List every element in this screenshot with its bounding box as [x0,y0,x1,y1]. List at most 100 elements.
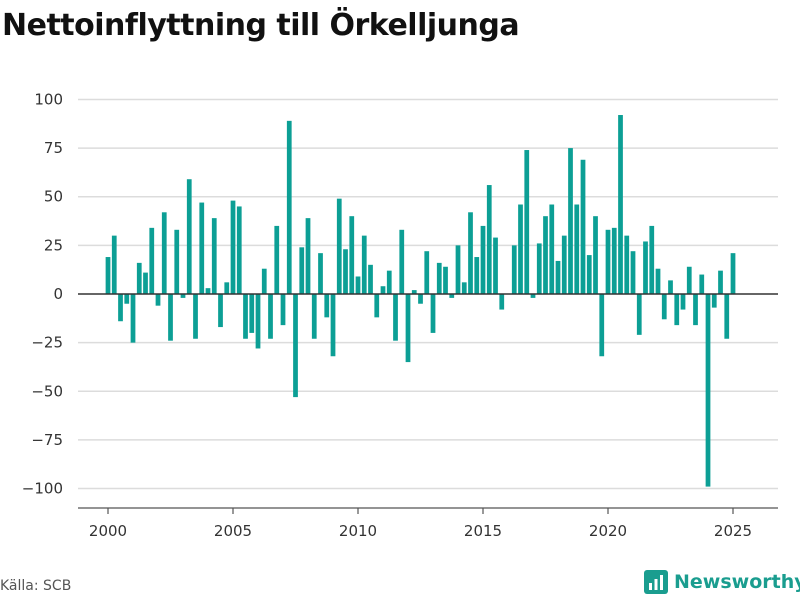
x-tick-label: 2015 [464,522,502,540]
bar [636,294,642,335]
x-tick-label: 2025 [714,522,752,540]
x-tick-label: 2005 [214,522,252,540]
bar [468,212,473,294]
bar [461,282,467,294]
chart-title: Nettoinflyttning till Örkelljunga [2,8,520,43]
x-axis-labels: 2000 2005 2010 2015 2020 2025 [89,522,752,540]
bar [724,294,730,339]
bar [486,185,492,294]
bar [318,253,323,294]
y-tick-label: 50 [44,188,63,206]
bar [118,294,123,322]
bar [474,257,480,294]
bar [280,294,286,326]
bar [593,216,598,294]
bar [386,270,392,294]
bar [130,294,136,343]
bar [361,235,367,294]
bar [643,241,648,294]
bar [493,237,498,294]
bar [343,249,348,294]
bar [511,245,517,294]
bar [524,150,530,294]
bar [693,294,698,326]
bar [349,216,355,294]
y-tick-label: 0 [53,285,63,303]
axes [78,293,778,514]
bar [499,294,505,310]
bar [655,268,661,294]
brand[interactable]: Newsworthy [644,570,800,594]
bar [668,280,673,294]
brand-name: Newsworthy [674,571,800,593]
bar [293,294,298,398]
grid-lines [78,98,778,490]
bar [149,227,155,294]
bar [543,216,548,294]
bar [261,268,267,294]
bar [730,253,736,294]
bar [199,202,205,294]
bar [674,294,680,326]
y-tick-label: 25 [44,236,63,254]
bar [193,294,198,339]
bar [568,148,573,294]
bar [211,218,217,294]
bar [205,288,211,294]
bar [186,179,192,294]
x-tick-label: 2010 [339,522,377,540]
bar [561,235,567,294]
bar [330,294,336,357]
bar [399,229,405,294]
bar [143,272,148,294]
x-tick-label: 2020 [589,522,627,540]
bar [393,294,398,341]
bar [661,294,667,320]
bar [249,294,255,333]
bar [305,218,311,294]
bar [418,294,423,304]
bar [455,245,461,294]
bar [630,251,636,294]
bar [549,204,555,294]
bar [443,266,448,294]
bar [174,229,180,294]
bar [680,294,686,310]
bar [605,229,611,294]
bar [580,159,586,294]
bar [268,294,273,339]
bar [324,294,330,318]
bar [705,294,711,487]
bar [230,200,236,294]
bar [255,294,261,349]
y-tick-label: −75 [31,431,63,449]
bar [180,294,186,298]
source-note: Källa: SCB [0,578,72,594]
bar [405,294,411,363]
bar [530,294,536,298]
bar [355,276,361,294]
y-axis-labels: 100 75 50 25 0 −25 −50 −75 −100 [22,90,63,497]
bar [368,264,373,294]
bar [699,274,705,294]
y-tick-label: −50 [31,382,63,400]
bar [243,294,248,339]
bar [436,262,442,294]
bar [374,294,380,318]
bar [574,204,580,294]
bar [536,243,542,294]
bar [430,294,436,333]
bar [111,235,117,294]
bar [311,294,317,339]
bar [611,227,617,294]
y-tick-label: −25 [31,334,63,352]
bar [336,198,342,294]
bar [711,294,717,308]
bar [168,294,173,341]
bar [618,115,623,295]
bar [624,235,630,294]
bar [586,255,592,294]
bar [424,251,430,294]
bar [449,294,455,298]
